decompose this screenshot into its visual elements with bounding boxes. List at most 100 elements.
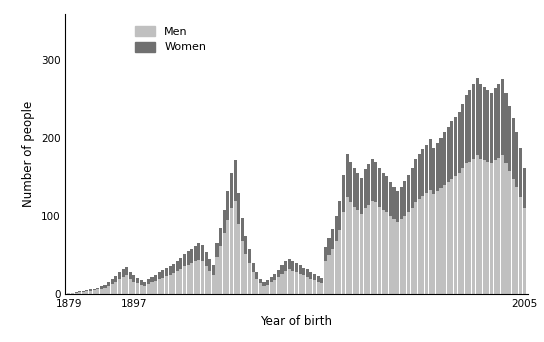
Bar bbox=[230, 173, 233, 208]
Bar bbox=[472, 84, 475, 159]
Bar bbox=[396, 191, 399, 222]
Bar bbox=[114, 282, 118, 294]
Bar bbox=[320, 283, 323, 294]
Bar bbox=[306, 269, 309, 277]
Bar bbox=[389, 182, 392, 216]
Bar bbox=[450, 121, 453, 179]
Bar bbox=[281, 265, 283, 274]
Bar bbox=[324, 261, 327, 294]
Bar bbox=[259, 283, 262, 294]
Bar bbox=[378, 168, 381, 207]
Bar bbox=[121, 269, 125, 277]
Bar bbox=[107, 286, 110, 294]
Bar bbox=[425, 145, 428, 193]
Bar bbox=[284, 271, 287, 294]
Bar bbox=[273, 280, 276, 294]
Bar bbox=[313, 280, 316, 294]
Bar bbox=[338, 230, 342, 294]
Bar bbox=[172, 264, 175, 273]
Bar bbox=[208, 271, 211, 294]
Bar bbox=[515, 187, 518, 294]
Bar bbox=[414, 159, 417, 202]
Bar bbox=[118, 272, 121, 278]
Bar bbox=[92, 289, 96, 290]
Bar bbox=[450, 179, 453, 294]
Bar bbox=[143, 286, 146, 294]
Bar bbox=[302, 268, 305, 275]
Bar bbox=[147, 284, 150, 294]
Bar bbox=[396, 222, 399, 294]
Bar bbox=[454, 117, 457, 176]
Bar bbox=[107, 282, 110, 286]
Bar bbox=[367, 164, 370, 205]
Bar bbox=[273, 274, 276, 280]
Bar bbox=[75, 292, 78, 294]
Bar bbox=[508, 171, 511, 294]
Bar bbox=[465, 95, 468, 163]
Bar bbox=[385, 212, 388, 294]
Bar bbox=[197, 244, 201, 260]
Bar bbox=[201, 261, 204, 294]
Bar bbox=[508, 106, 511, 171]
Bar bbox=[165, 276, 168, 294]
Bar bbox=[194, 246, 197, 261]
Bar bbox=[422, 196, 424, 294]
Bar bbox=[187, 251, 190, 264]
Bar bbox=[523, 208, 526, 294]
Bar bbox=[353, 207, 356, 294]
Bar bbox=[132, 282, 135, 294]
Bar bbox=[151, 282, 153, 294]
Bar bbox=[125, 267, 128, 275]
Bar bbox=[147, 279, 150, 284]
Bar bbox=[338, 201, 342, 230]
Bar bbox=[504, 93, 508, 163]
Bar bbox=[327, 238, 331, 255]
Bar bbox=[422, 149, 424, 196]
Bar bbox=[121, 277, 125, 294]
Bar bbox=[295, 263, 298, 272]
Bar bbox=[114, 276, 118, 282]
Bar bbox=[288, 259, 291, 269]
Bar bbox=[432, 148, 435, 194]
Bar bbox=[111, 279, 114, 284]
Bar bbox=[414, 202, 417, 294]
Bar bbox=[407, 175, 410, 212]
Bar bbox=[266, 280, 269, 285]
Bar bbox=[295, 272, 298, 294]
Bar bbox=[172, 273, 175, 294]
Bar bbox=[425, 193, 428, 294]
Bar bbox=[129, 272, 132, 278]
Bar bbox=[440, 188, 442, 294]
Bar bbox=[483, 87, 486, 160]
Bar bbox=[292, 271, 294, 294]
Bar bbox=[270, 282, 273, 294]
Bar bbox=[468, 162, 472, 294]
Bar bbox=[103, 288, 107, 294]
Bar bbox=[78, 291, 81, 292]
Bar bbox=[382, 210, 385, 294]
Bar bbox=[371, 159, 374, 201]
Bar bbox=[320, 278, 323, 283]
Bar bbox=[284, 261, 287, 271]
Bar bbox=[92, 290, 96, 294]
Bar bbox=[169, 266, 171, 275]
Bar bbox=[458, 112, 461, 173]
Bar bbox=[335, 241, 338, 294]
Bar bbox=[158, 272, 160, 279]
Bar bbox=[493, 160, 497, 294]
Bar bbox=[125, 275, 128, 294]
Bar bbox=[197, 260, 201, 294]
Bar bbox=[233, 201, 237, 294]
Bar bbox=[360, 178, 363, 214]
Bar bbox=[71, 292, 74, 294]
Y-axis label: Number of people: Number of people bbox=[22, 101, 35, 207]
Bar bbox=[208, 259, 211, 271]
Bar bbox=[266, 285, 269, 294]
Bar bbox=[479, 159, 482, 294]
Bar bbox=[392, 187, 395, 219]
Bar bbox=[483, 160, 486, 294]
Bar bbox=[335, 216, 338, 241]
Bar bbox=[519, 197, 522, 294]
Bar bbox=[432, 194, 435, 294]
Bar bbox=[82, 292, 85, 294]
